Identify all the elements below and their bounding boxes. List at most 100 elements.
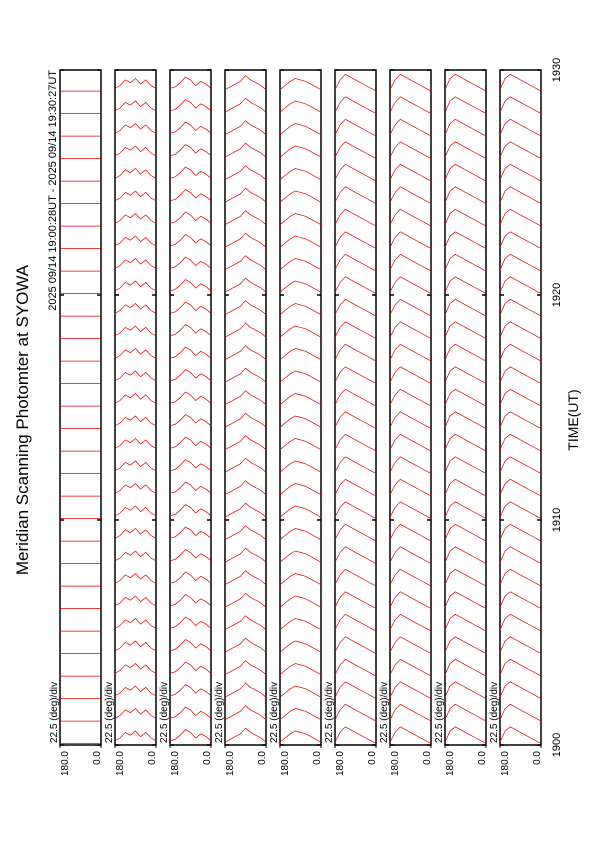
scan-trace — [279, 640, 322, 653]
scan-trace — [334, 366, 377, 384]
scan-trace — [279, 505, 322, 518]
scan-trace — [169, 234, 212, 247]
scan-trace — [389, 73, 432, 92]
scan-trace — [334, 388, 377, 407]
scan-trace — [169, 414, 212, 427]
scan-trace — [499, 163, 542, 182]
scan-trace — [499, 118, 542, 137]
scan-trace — [279, 618, 322, 631]
scan-trace — [499, 613, 542, 632]
scan-trace — [389, 523, 432, 542]
scan-trace — [444, 141, 487, 159]
scan-trace — [444, 343, 487, 362]
scan-trace — [499, 658, 542, 677]
scan-trace — [279, 78, 322, 91]
y-tick-label: 0.0 — [312, 751, 323, 765]
scan-trace — [389, 96, 432, 114]
scan-trace — [224, 277, 267, 293]
y-tick-label: 0.0 — [532, 751, 543, 765]
scan-trace — [389, 591, 432, 609]
scale-label: 22.5 (deg)/div — [159, 682, 170, 743]
panel-frame — [59, 69, 102, 746]
scan-trace — [444, 568, 487, 587]
scan-trace — [444, 613, 487, 632]
scan-trace — [114, 528, 157, 539]
scan-trace — [279, 393, 322, 406]
scan-trace — [279, 370, 322, 383]
scan-trace — [334, 186, 377, 204]
scan-trace — [114, 235, 157, 247]
scan-trace — [389, 658, 432, 677]
scan-trace — [224, 120, 267, 136]
scan-trace — [444, 658, 487, 677]
scan-trace — [224, 547, 267, 563]
scan-trace — [334, 253, 377, 272]
scan-trace — [224, 232, 267, 248]
scan-trace — [444, 321, 487, 339]
scan-trace — [499, 456, 542, 474]
scan-trace — [224, 705, 267, 721]
scan-trace — [334, 141, 377, 159]
scan-trace — [169, 99, 212, 112]
scan-trace — [169, 211, 212, 224]
scan-trace — [114, 348, 157, 359]
scan-trace — [279, 325, 322, 338]
scan-trace — [499, 501, 542, 519]
panel-frame — [444, 69, 487, 746]
scan-trace — [389, 433, 432, 452]
scan-trace — [444, 253, 487, 272]
scan-trace — [224, 210, 267, 226]
scan-trace — [499, 388, 542, 407]
scan-trace — [169, 571, 212, 584]
y-tick-label: 180.0 — [115, 751, 126, 776]
scale-label: 22.5 (deg)/div — [324, 682, 335, 743]
scan-trace — [499, 411, 542, 429]
scale-label: 22.5 (deg)/div — [269, 682, 280, 743]
scan-trace — [499, 276, 542, 294]
scan-trace — [499, 321, 542, 339]
scan-trace — [334, 73, 377, 92]
scan-trace — [279, 483, 322, 496]
scan-trace — [224, 502, 267, 518]
scan-trace — [114, 258, 157, 269]
scan-trace — [444, 231, 487, 249]
scan-trace — [114, 393, 157, 404]
scan-trace — [444, 478, 487, 497]
scan-trace — [114, 123, 157, 134]
scan-trace — [169, 324, 212, 337]
scan-trace — [499, 568, 542, 587]
scan-trace — [444, 118, 487, 137]
scan-trace — [334, 118, 377, 137]
scale-label: 22.5 (deg)/div — [104, 682, 115, 743]
scan-trace — [334, 276, 377, 294]
scan-trace — [114, 595, 157, 607]
scan-trace — [169, 706, 212, 719]
scan-trace — [114, 415, 157, 427]
y-tick-label: 0.0 — [257, 751, 268, 765]
scan-trace — [169, 391, 212, 404]
scan-trace — [334, 613, 377, 632]
scan-trace — [389, 703, 432, 722]
scan-trace — [389, 501, 432, 519]
scan-trace — [114, 100, 157, 112]
scan-trace — [114, 78, 157, 89]
scan-trace — [279, 663, 322, 676]
scan-trace — [499, 208, 542, 227]
scan-trace — [334, 478, 377, 497]
scale-label: 22.5 (deg)/div — [434, 682, 445, 743]
scan-trace — [389, 253, 432, 272]
scan-trace — [169, 279, 212, 292]
scan-trace — [499, 298, 542, 317]
scan-trace — [334, 523, 377, 542]
scan-trace — [499, 726, 542, 744]
panel-frame — [114, 69, 157, 746]
scan-trace — [169, 594, 212, 607]
x-tick-label: 1900 — [551, 733, 563, 757]
scan-trace — [114, 483, 157, 494]
y-tick-label: 180.0 — [500, 751, 511, 776]
scan-trace — [224, 682, 267, 698]
scan-trace — [169, 729, 212, 742]
scan-trace — [444, 73, 487, 92]
scan-trace — [224, 660, 267, 676]
x-tick-label: 1910 — [551, 508, 563, 532]
